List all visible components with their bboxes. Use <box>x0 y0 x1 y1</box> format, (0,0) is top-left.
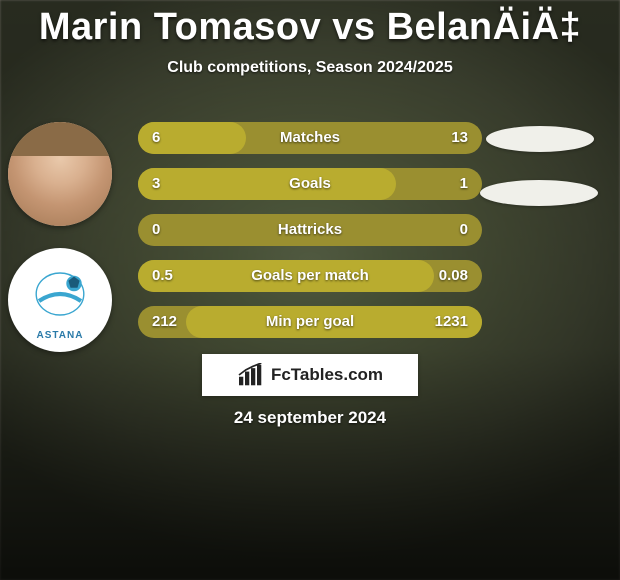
bar-label: Goals <box>138 168 482 200</box>
stat-bars: 6Matches13 3Goals1 0Hattricks0 0.5Goals per… <box>138 122 482 352</box>
bar-right-value: 1231 <box>435 306 468 338</box>
side-ellipses <box>486 126 598 258</box>
player1-avatar <box>8 122 112 226</box>
bar-right-value: 0.08 <box>439 260 468 292</box>
club-logo: ASTANA <box>25 259 95 341</box>
bar-chart-icon <box>237 363 265 387</box>
bar-right-value: 0 <box>460 214 468 246</box>
brand-text: FcTables.com <box>271 365 383 385</box>
content-container: Marin Tomasov vs BelanÄiÄ‡ Club competit… <box>0 0 620 580</box>
stat-bar-hattricks: 0Hattricks0 <box>138 214 482 246</box>
stat-bar-goals-per-match: 0.5Goals per match0.08 <box>138 260 482 292</box>
club-logo-text: ASTANA <box>25 330 95 341</box>
ellipse-1 <box>486 126 594 152</box>
comparison-subtitle: Club competitions, Season 2024/2025 <box>0 59 620 77</box>
stat-bar-min-per-goal: 212Min per goal1231 <box>138 306 482 338</box>
player2-avatar: ASTANA <box>8 248 112 352</box>
comparison-title: Marin Tomasov vs BelanÄiÄ‡ <box>0 0 620 49</box>
stat-bar-matches: 6Matches13 <box>138 122 482 154</box>
player1-hair <box>8 122 112 156</box>
bar-right-value: 13 <box>451 122 468 154</box>
avatars-column: ASTANA <box>8 122 112 352</box>
bar-label: Min per goal <box>138 306 482 338</box>
bar-label: Matches <box>138 122 482 154</box>
ellipse-2 <box>480 180 598 206</box>
bar-right-value: 1 <box>460 168 468 200</box>
stat-bar-goals: 3Goals1 <box>138 168 482 200</box>
brand-box[interactable]: FcTables.com <box>202 354 418 396</box>
date-text: 24 september 2024 <box>0 408 620 428</box>
bar-label: Goals per match <box>138 260 482 292</box>
bar-label: Hattricks <box>138 214 482 246</box>
astana-ball-icon <box>25 259 95 329</box>
